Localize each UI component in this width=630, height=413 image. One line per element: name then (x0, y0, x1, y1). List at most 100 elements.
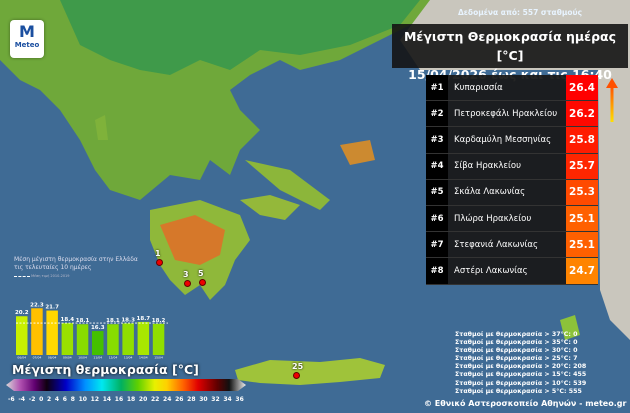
scale-tick-label: 16 (114, 396, 124, 403)
station-marker[interactable] (293, 372, 300, 379)
chart-title: Μέση μέγιστη θερμοκρασία στην Ελλάδα τις… (14, 256, 138, 271)
rank: #8 (426, 258, 448, 284)
bar (92, 331, 104, 355)
rank: #3 (426, 127, 448, 153)
bar-category-label: 12/04 (109, 356, 118, 360)
bar (137, 321, 150, 355)
marker-label: 5 (198, 269, 204, 278)
station-name: Πλώρα Ηρακλείου (454, 213, 532, 224)
marker-label: 25 (292, 362, 304, 371)
bar (16, 316, 28, 355)
bar-value-label: 22.3 (30, 302, 44, 308)
ranking-row: #4 Σίβα Ηρακλείου 25.7 (426, 153, 598, 180)
stat-line: Σταθμοί με θερμοκρασία > 30°C: 0 (455, 347, 578, 355)
stat-line: Σταθμοί με θερμοκρασία > 10°C: 539 (455, 379, 587, 387)
rank: #1 (426, 75, 448, 101)
land-euboea (245, 160, 330, 210)
temperature-value: 25.8 (566, 127, 598, 153)
station-name: Καρδαμύλη Μεσσηνίας (454, 134, 552, 145)
bar-value-label: 18.7 (137, 316, 151, 322)
scale-tick-label: 0 (39, 396, 44, 403)
temperature-value: 26.4 (566, 75, 598, 101)
bar-category-label: 2026 (124, 359, 132, 360)
scale-tick-label: 2 (47, 396, 52, 403)
title-line-1: Μέγιστη Θερμοκρασία ημέρας [°C] (403, 29, 617, 63)
bar (76, 324, 89, 355)
scale-tick-label: 8 (70, 396, 75, 403)
bar (107, 324, 119, 355)
scale-tick-label: 36 (235, 396, 244, 403)
bar-category-label: 09/04 (63, 356, 72, 360)
station-name: Σκάλα Λακωνίας (454, 187, 526, 198)
ranking-row: #3 Καρδαμύλη Μεσσηνίας 25.8 (426, 127, 598, 154)
stat-line: Σταθμοί με θερμοκρασία > 37°C: 0 (455, 331, 578, 338)
ranking-row: #6 Πλώρα Ηρακλείου 25.1 (426, 205, 598, 233)
scale-tick-label: 6 (62, 396, 67, 403)
scale-tick-label: 34 (223, 396, 232, 403)
station-name: Σίβα Ηρακλείου (454, 161, 521, 172)
rank: #7 (426, 232, 448, 258)
station-name: Κυπαρισσία (454, 82, 503, 93)
scale-tick-label: -4 (18, 396, 26, 403)
rank: #6 (426, 205, 448, 232)
bar-value-label: 21.7 (45, 305, 59, 311)
stations-note: Δεδομένα από: 557 σταθμούς (457, 8, 583, 17)
land-lesvos (340, 140, 375, 165)
scale-tick-label: 20 (138, 396, 148, 403)
bar-value-label: 18.1 (76, 318, 90, 324)
station-name: Στεφανιά Λακωνίας (454, 239, 538, 250)
bar-category-label: 13/04 (124, 356, 133, 360)
land-attica (240, 195, 300, 220)
station-marker[interactable] (156, 259, 163, 266)
bar-category-label: 15/04 (154, 356, 163, 360)
bar (46, 310, 58, 355)
bar-category-label: 2026 (33, 359, 41, 360)
land-peloponnese-hot (160, 215, 225, 265)
station-name: Πετροκεφάλι Ηρακλείου (454, 108, 558, 119)
bar-category-label: 2026 (64, 359, 72, 360)
scale-tick-label: 26 (175, 396, 184, 403)
bar-value-label: 18.2 (152, 318, 166, 324)
rank: #2 (426, 101, 448, 127)
meteo-logo: M Meteo (10, 20, 44, 58)
stat-line: Σταθμοί με θερμοκρασία > 25°C: 7 (455, 355, 578, 363)
land-rhodes (560, 315, 580, 340)
temperature-value: 25.3 (566, 179, 598, 205)
bar (31, 308, 43, 355)
temperature-value: 24.7 (566, 258, 598, 284)
bar-category-label: 08/04 (48, 356, 57, 360)
bar-value-label: 18.4 (61, 317, 75, 323)
scale-tick-label: 18 (126, 396, 136, 403)
bar-category-label: 07/04 (33, 356, 42, 360)
bar-category-label: 2026 (109, 359, 117, 360)
bar-category-label: 11/04 (93, 356, 102, 360)
scale-tick-label: -2 (28, 396, 36, 403)
ranking-row: #2 Πετροκεφάλι Ηρακλείου 26.2 (426, 101, 598, 128)
marker-label: 3 (183, 270, 189, 279)
stat-line: Σταθμοί με θερμοκρασία > 20°C: 208 (455, 363, 587, 371)
scale-tick-label: 28 (187, 396, 196, 403)
land-corfu (95, 115, 108, 140)
station-marker[interactable] (184, 280, 191, 287)
temperature-value: 25.1 (566, 205, 598, 232)
scale-tick-label: 12 (90, 396, 99, 403)
bar-category-label: 06/04 (17, 356, 26, 360)
temperature-value: 25.7 (566, 153, 598, 179)
bar-category-label: 2026 (48, 359, 56, 360)
bar (61, 323, 74, 355)
scale-tick-label: 22 (150, 396, 160, 403)
station-marker[interactable] (199, 279, 206, 286)
scale-tick-label: 32 (211, 396, 220, 403)
scale-tick-label: 10 (78, 396, 87, 403)
rank: #5 (426, 179, 448, 205)
scale-tick-label: 24 (163, 396, 172, 403)
bar-category-label: 2026 (94, 359, 102, 360)
temperature-value: 26.2 (566, 101, 598, 127)
land-north (60, 0, 420, 75)
ranking-table: #1 Κυπαρισσία 26.4 #2 Πετροκεφάλι Ηρακλείου 2… (426, 75, 598, 285)
bar-value-label: 18.3 (121, 317, 135, 323)
bar-value-label: 16.3 (91, 325, 105, 331)
chart-legend: Μέση τιμή 2010-2019 (14, 274, 70, 278)
copyright: © Εθνικό Αστεροσκοπείο Αθηνών - meteo.gr (424, 399, 627, 408)
